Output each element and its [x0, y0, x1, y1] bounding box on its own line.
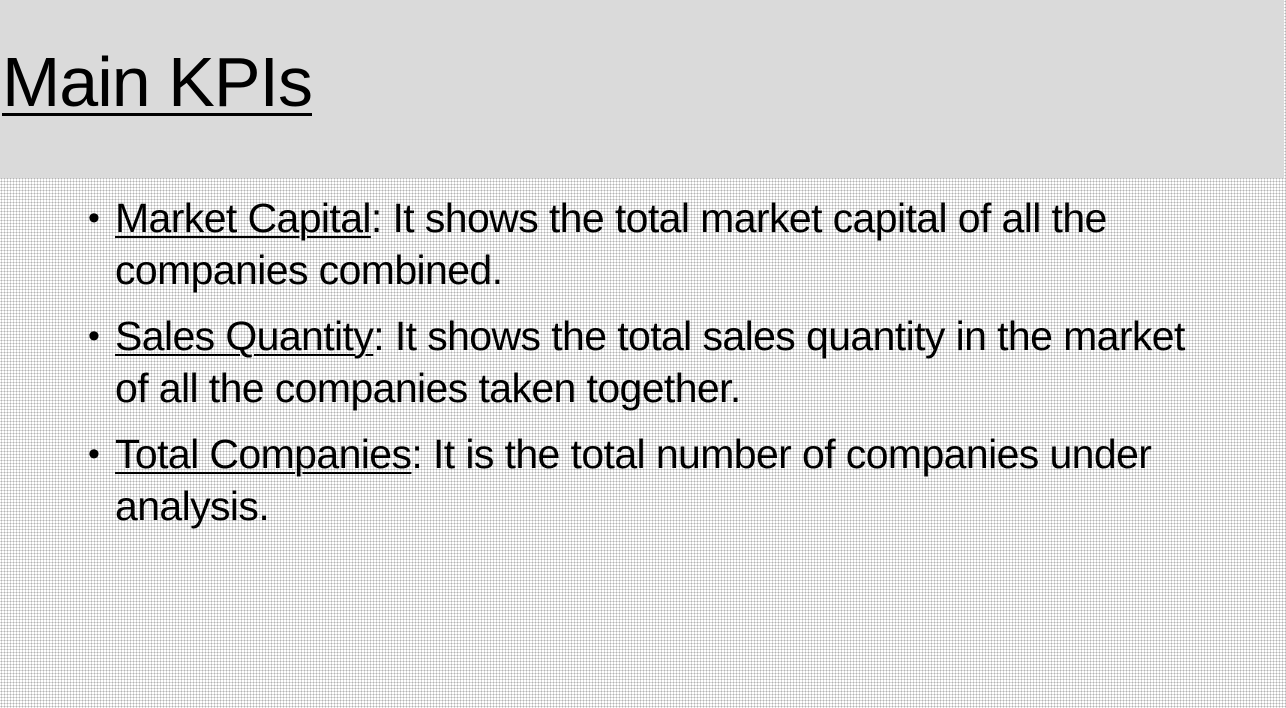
kpi-term: Total Companies — [115, 431, 412, 477]
kpi-description: : It is the total number of companies un… — [115, 431, 1152, 529]
kpi-term: Market Capital — [115, 195, 372, 241]
kpi-item-sales-quantity: • Sales Quantity: It shows the total sal… — [88, 310, 1198, 414]
kpi-item-market-capital: • Market Capital: It shows the total mar… — [88, 192, 1198, 296]
bullet-icon: • — [88, 317, 100, 355]
kpi-description: : It shows the total sales quantity in t… — [115, 313, 1185, 411]
kpi-item-total-companies: • Total Companies: It is the total numbe… — [88, 428, 1198, 532]
bullet-icon: • — [88, 199, 100, 237]
kpi-term: Sales Quantity — [115, 313, 374, 359]
kpi-list: • Market Capital: It shows the total mar… — [88, 192, 1198, 546]
title-band: Main KPIs — [0, 0, 1284, 178]
slide-title: Main KPIs — [2, 43, 313, 121]
bullet-icon: • — [88, 435, 100, 473]
kpi-description: : It shows the total market capital of a… — [115, 195, 1107, 293]
